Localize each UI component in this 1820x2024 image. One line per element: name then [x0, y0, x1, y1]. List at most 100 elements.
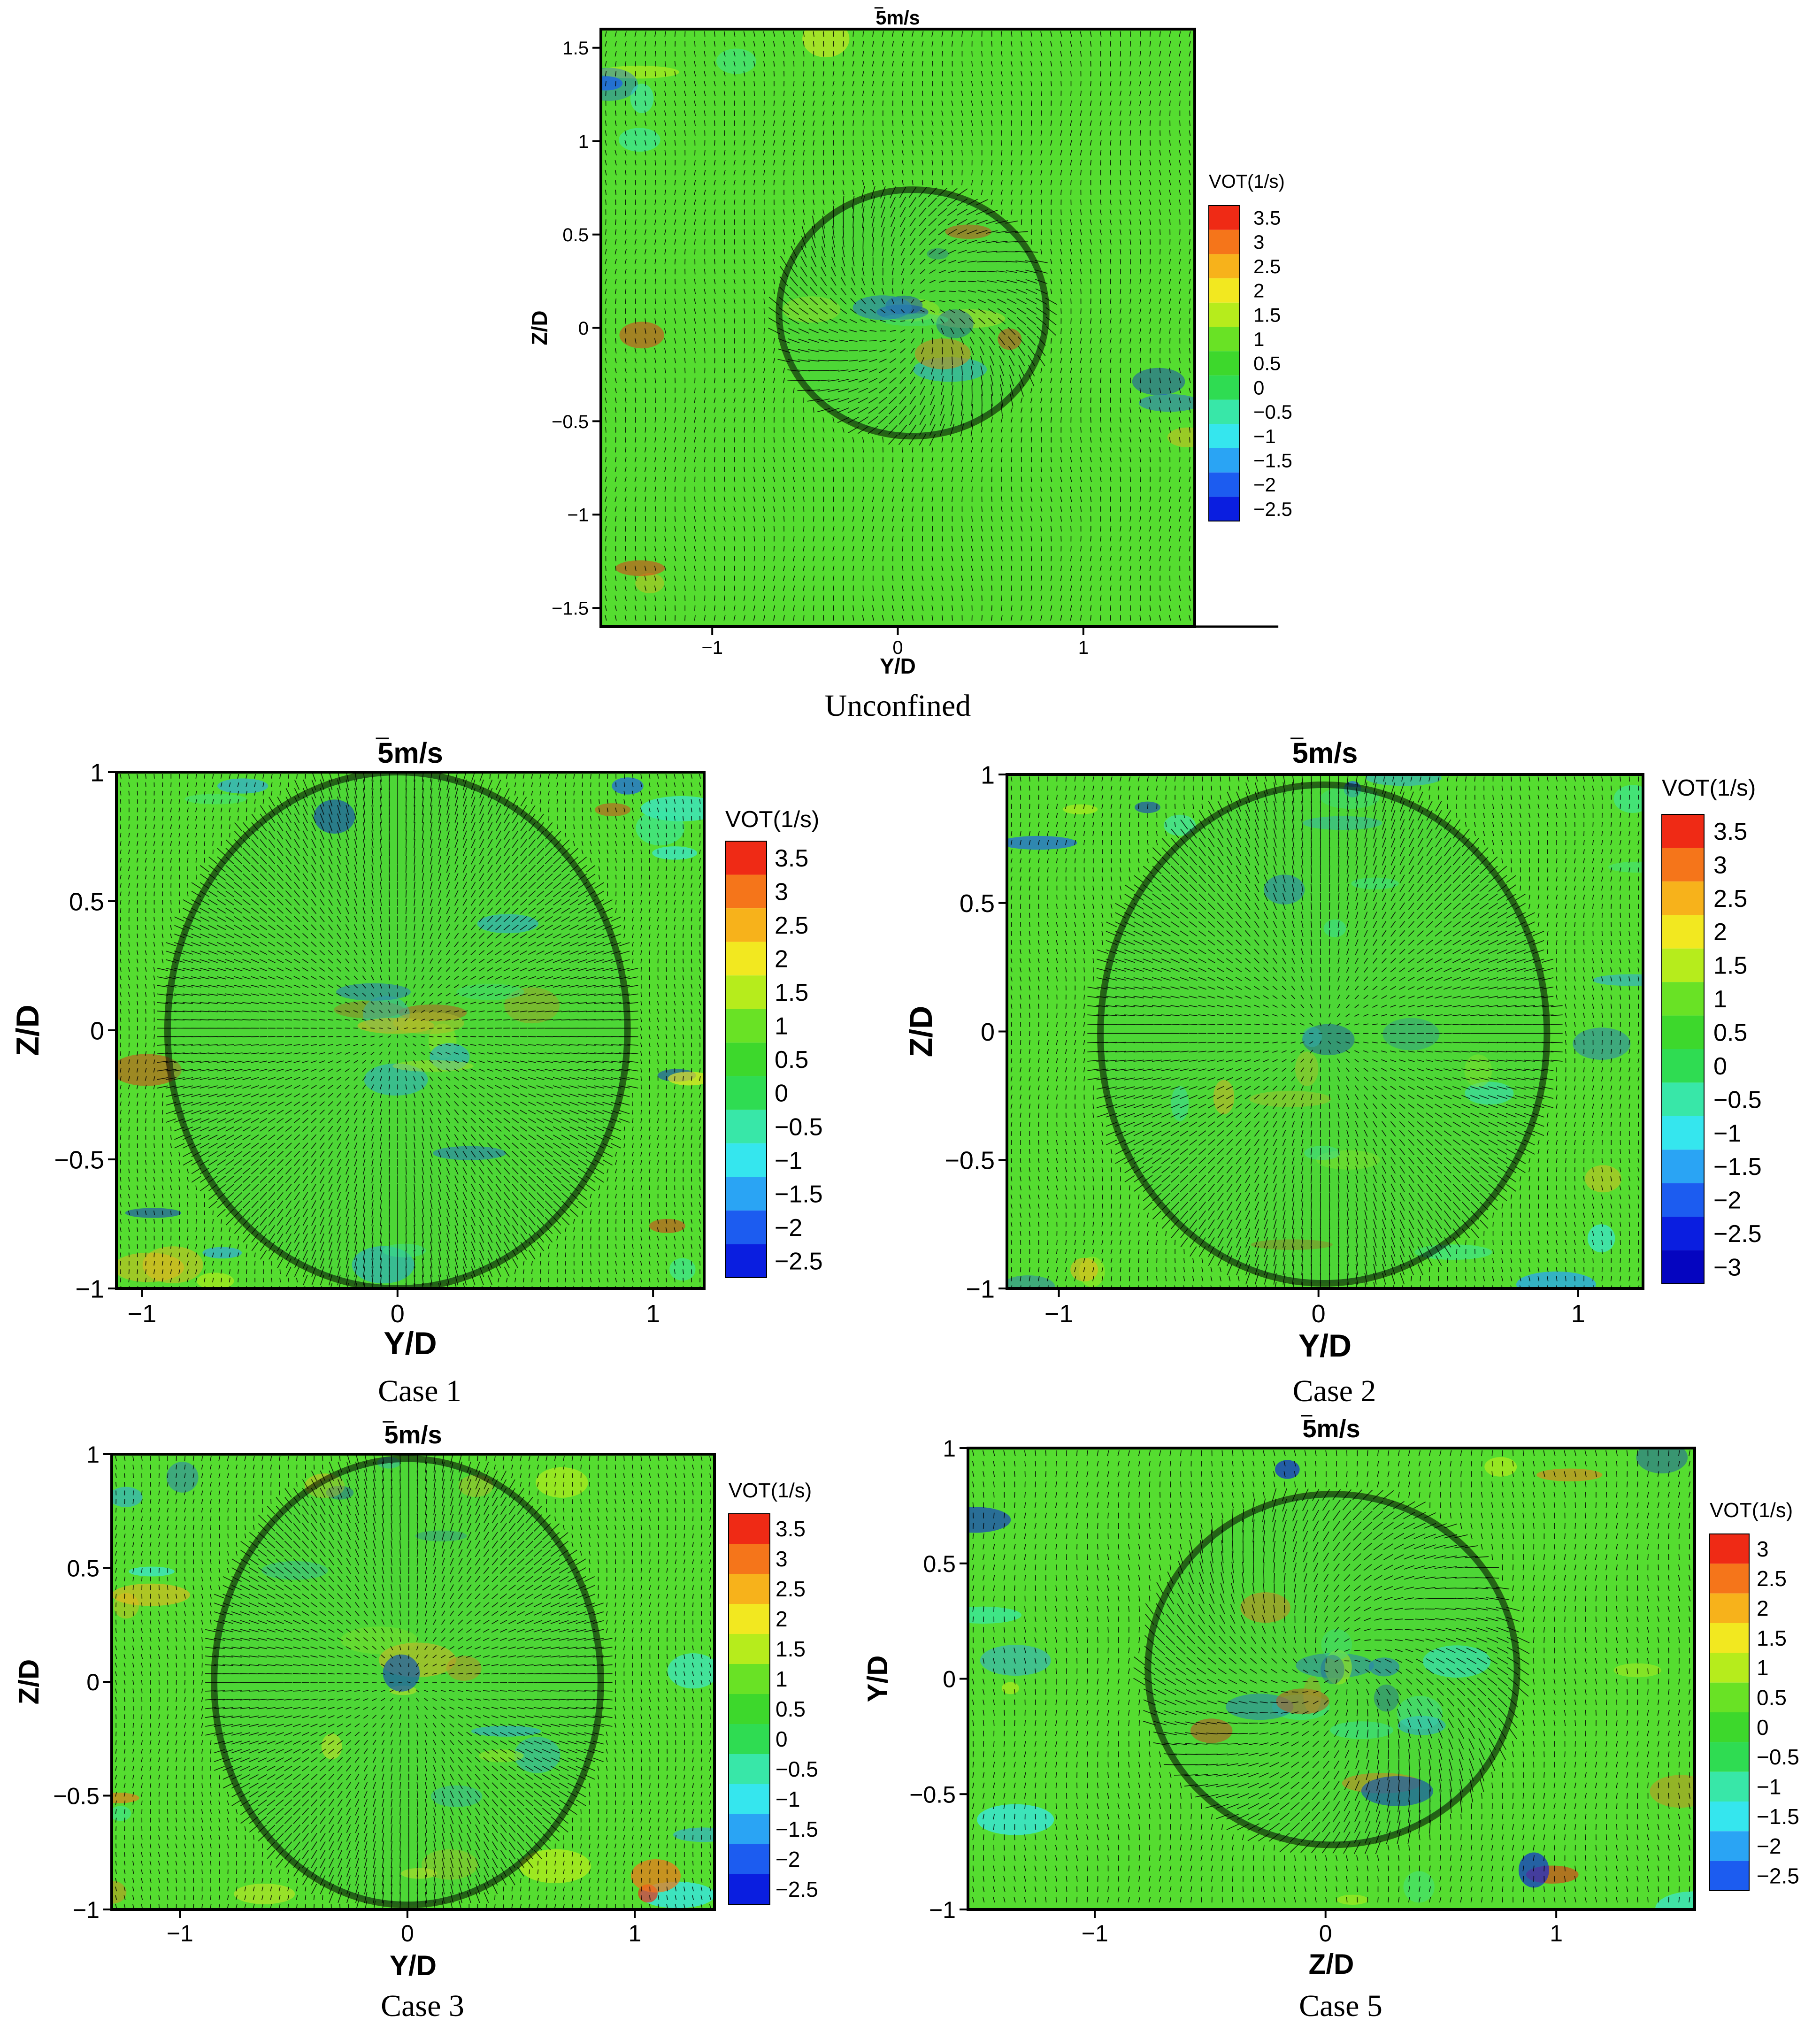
colorbar-tick-label: −0.5 — [1713, 1086, 1762, 1113]
panel-caption: Case 3 — [381, 1989, 464, 2023]
vorticity-patch — [1585, 1165, 1621, 1193]
colorbar-swatch — [1662, 814, 1704, 848]
x-tick-label: 0 — [892, 637, 903, 658]
colorbar-swatch — [729, 1814, 770, 1844]
vorticity-patch — [536, 1467, 588, 1498]
vorticity-patch — [357, 1018, 435, 1034]
y-tick-label: −0.5 — [909, 1781, 956, 1808]
colorbar-swatch — [1662, 1116, 1704, 1150]
bubble-rim — [1144, 1491, 1521, 1848]
vorticity-patch — [601, 65, 680, 79]
colorbar-tick-label: 2.5 — [775, 912, 808, 939]
vorticity-patch — [392, 1060, 474, 1072]
colorbar-tick-label: 3.5 — [776, 1517, 806, 1541]
panel-caption: Case 5 — [1299, 1989, 1382, 2023]
colorbar-tick-label: −2.5 — [1253, 498, 1292, 520]
vorticity-patch — [1608, 861, 1643, 873]
colorbar-tick-label: 0 — [1757, 1715, 1769, 1740]
y-tick-label: 1 — [943, 1435, 956, 1462]
vector-field — [119, 772, 701, 1288]
vector-scale-label: 5m/s — [1302, 1415, 1360, 1443]
colorbar-tick-label: 0.5 — [1713, 1019, 1747, 1046]
colorbar-swatch — [725, 874, 767, 909]
panel-case3: −1 0 1 1 0.5 0 −0.5 −1 Y/D Z/D 5m/s VOT(1/s) 3.5 3 2.5… — [13, 1421, 818, 2023]
y-tick-label: 1 — [578, 131, 589, 152]
colorbar-tick-label: 0.5 — [1757, 1685, 1787, 1710]
y-tick-label: −0.5 — [945, 1147, 995, 1175]
colorbar-tick-label: 2 — [1757, 1596, 1769, 1620]
vorticity-patch — [1368, 1657, 1400, 1677]
vorticity-patch — [382, 1243, 426, 1257]
bubble-rim — [164, 772, 631, 1288]
colorbar-swatch — [1662, 1049, 1704, 1083]
y-tick-label: 0 — [981, 1018, 995, 1046]
x-tick-label: 0 — [1312, 1300, 1326, 1328]
vector-arrows — [115, 1454, 711, 1909]
vorticity-patch — [1249, 1090, 1331, 1107]
colorbar-tick-label: −2.5 — [1757, 1863, 1799, 1888]
colorbar-tick-label: −1.5 — [1757, 1804, 1799, 1829]
vorticity-patch — [1587, 1224, 1615, 1253]
x-tick-label: −1 — [1082, 1920, 1108, 1947]
vorticity-patch — [1613, 785, 1643, 813]
plot-area — [1007, 774, 1643, 1288]
y-tick-label: −1 — [75, 1275, 104, 1303]
vorticity-patch — [1303, 1676, 1321, 1713]
vorticity-patch — [116, 1252, 184, 1282]
colorbar-swatch — [1710, 1682, 1749, 1712]
vorticity-patch — [630, 84, 654, 114]
x-tick-label: −1 — [701, 637, 723, 658]
colorbar-tick-label: −0.5 — [776, 1757, 818, 1781]
vorticity-patch — [456, 984, 524, 1000]
colorbar-tick-label: −2 — [1757, 1834, 1781, 1858]
y-tick-label: 1 — [981, 761, 995, 789]
colorbar-swatch — [1710, 1712, 1749, 1742]
vorticity-patch — [1516, 1271, 1596, 1288]
colorbar-tick-label: −2 — [1713, 1187, 1741, 1214]
colorbar-tick-label: 3.5 — [775, 845, 808, 872]
colorbar-tick-label: 2.5 — [776, 1577, 806, 1601]
colorbar-tick-label: 2.5 — [1713, 885, 1747, 912]
vector-scale-label: 5m/s — [875, 7, 920, 29]
vorticity-patch — [968, 1606, 1021, 1624]
y-tick-label: −1.5 — [552, 598, 589, 619]
vorticity-patch — [668, 1072, 704, 1086]
vorticity-patch — [1484, 1457, 1517, 1477]
panel-caption: Case 1 — [378, 1374, 461, 1408]
y-tick-label: 0 — [86, 1669, 100, 1695]
colorbar-tick-label: −2 — [776, 1847, 800, 1871]
colorbar-swatch — [1710, 1802, 1749, 1832]
colorbar-swatch — [725, 1009, 767, 1043]
vorticity-patch — [1302, 1024, 1355, 1055]
vorticity-patch — [1063, 804, 1098, 814]
vorticity-patch — [1361, 1776, 1434, 1806]
colorbar-swatch — [1209, 399, 1240, 424]
x-tick-label: 1 — [629, 1920, 642, 1947]
x-tick-label: 1 — [1550, 1920, 1563, 1947]
x-tick-label: 1 — [1571, 1300, 1585, 1328]
colorbar-tick-label: 0 — [1253, 376, 1264, 399]
colorbar-tick-label: −2.5 — [776, 1877, 818, 1901]
vorticity-patch — [1302, 1027, 1322, 1047]
y-tick-label: −0.5 — [552, 412, 589, 432]
colorbar-swatch — [1209, 230, 1240, 254]
y-tick-label: 0.5 — [69, 888, 104, 916]
x-axis-label: Y/D — [384, 1326, 437, 1361]
y-axis-label: Z/D — [903, 1006, 939, 1058]
vorticity-patch — [112, 1487, 143, 1507]
vorticity-patch — [432, 1146, 507, 1160]
vorticity-patch — [1592, 974, 1643, 986]
colorbar-tick-label: 3 — [1757, 1537, 1769, 1561]
y-tick-label: 1.5 — [562, 38, 589, 59]
vorticity-patch — [673, 1827, 714, 1842]
colorbar-swatch — [729, 1574, 770, 1604]
colorbar-swatch — [729, 1514, 770, 1544]
y-tick-label: 0.5 — [67, 1556, 100, 1582]
vorticity-patch — [980, 1645, 1051, 1676]
colorbar-swatch — [1710, 1771, 1749, 1802]
vorticity-patch — [619, 322, 664, 349]
colorbar-swatch — [1710, 1861, 1749, 1891]
colorbar-swatch — [1209, 278, 1240, 303]
colorbar-swatch — [1710, 1564, 1749, 1594]
bubble-rim — [211, 1455, 604, 1909]
